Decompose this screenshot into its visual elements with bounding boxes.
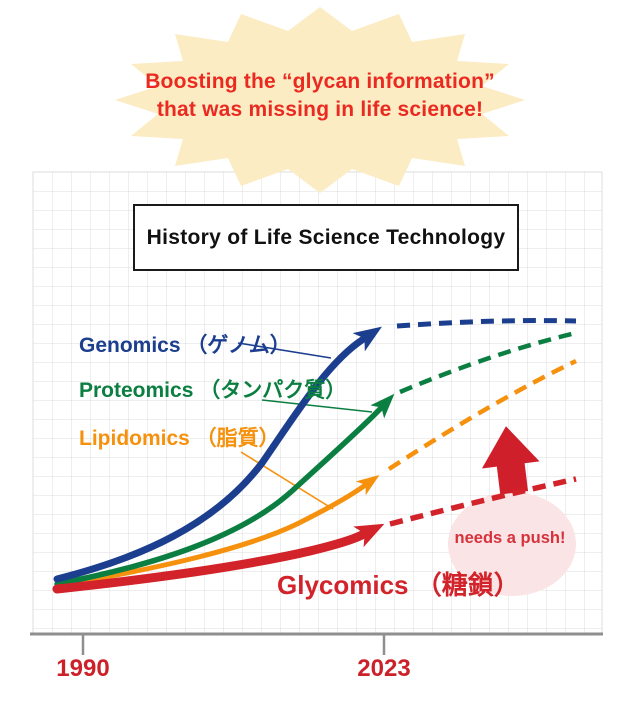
chart-title: History of Life Science Technology xyxy=(146,225,506,249)
lipidomics-projection xyxy=(387,358,577,471)
series-label-glycomics: Glycomics （糖鎖） xyxy=(277,570,520,600)
glycomics-curve xyxy=(52,523,385,594)
series-label-lipidomics: Lipidomics （脂質） xyxy=(79,427,280,450)
genomics-curve xyxy=(53,326,382,583)
series-label-genomics: Genomics （ゲノム） xyxy=(79,334,291,357)
callout-burst xyxy=(115,7,525,193)
boost-up-arrow-icon xyxy=(481,426,540,495)
x-tick-label-1990: 1990 xyxy=(56,655,110,682)
proteomics-leader-line xyxy=(261,399,373,413)
callout-text-line1: Boosting the “glycan information” xyxy=(145,70,495,93)
proteomics-projection xyxy=(399,330,577,395)
highlight-circle xyxy=(448,492,576,596)
callout-text-line2: that was missing in life science! xyxy=(156,98,484,121)
series-label-proteomics: Proteomics （タンパク質） xyxy=(79,379,347,402)
lipidomics-curve xyxy=(54,474,380,589)
genomics-projection xyxy=(396,318,577,329)
proteomics-curve xyxy=(54,393,395,587)
genomics-leader-line xyxy=(237,342,332,359)
needs-a-push-annotation: needs a push! xyxy=(454,529,566,547)
chart-title-box: History of Life Science Technology xyxy=(133,204,519,271)
x-tick-label-2023: 2023 xyxy=(357,655,411,682)
glycomics-projection xyxy=(389,476,577,527)
lipidomics-leader-line xyxy=(240,451,334,510)
